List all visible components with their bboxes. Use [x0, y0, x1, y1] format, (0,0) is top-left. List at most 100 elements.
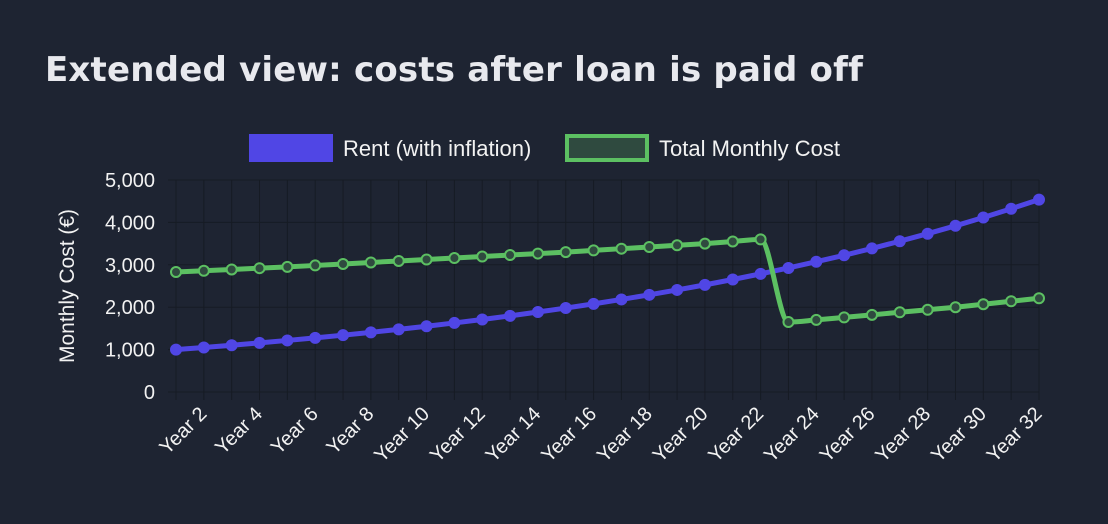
- chart-title: Extended view: costs after loan is paid …: [45, 50, 864, 90]
- x-tick-label: Year 2: [155, 403, 211, 459]
- data-point-total: [253, 262, 266, 275]
- data-point-total: [838, 311, 851, 324]
- data-point-total: [281, 260, 294, 273]
- data-point-total: [476, 250, 489, 263]
- data-point-rent: [281, 334, 294, 347]
- data-point-rent: [838, 249, 851, 262]
- data-point-total: [337, 257, 350, 270]
- data-point-total: [782, 316, 795, 329]
- y-tick-label: 4,000: [105, 212, 155, 234]
- data-point-total: [364, 256, 377, 269]
- data-point-total: [698, 237, 711, 250]
- y-tick-label: 0: [144, 382, 155, 404]
- y-tick-label: 2,000: [105, 297, 155, 319]
- data-point-rent: [559, 302, 572, 315]
- x-tick-label: Year 28: [871, 403, 935, 467]
- data-point-rent: [977, 211, 990, 224]
- data-point-total: [1033, 292, 1045, 305]
- x-tick-label: Year 22: [704, 403, 768, 467]
- y-tick-label: 5,000: [105, 170, 155, 192]
- legend-item-rent[interactable]: Rent (with inflation): [249, 134, 531, 162]
- data-point-total: [977, 298, 990, 311]
- data-point-rent: [420, 320, 433, 333]
- data-point-rent: [921, 227, 934, 240]
- y-axis-ticks: 0 1,000 2,000 3,000 4,000 5,000: [105, 170, 155, 404]
- data-point-rent: [476, 313, 489, 326]
- x-tick-label: Year 6: [267, 403, 323, 459]
- data-point-rent: [615, 293, 628, 306]
- data-point-total: [559, 246, 572, 259]
- data-point-rent: [337, 329, 350, 342]
- data-point-total: [504, 249, 517, 262]
- grid-lines: [168, 179, 1040, 400]
- data-point-total: [587, 244, 600, 257]
- data-point-rent: [671, 283, 684, 296]
- x-tick-label: Year 24: [760, 403, 824, 467]
- data-point-rent: [1033, 193, 1045, 206]
- legend-item-total[interactable]: Total Monthly Cost: [565, 134, 840, 162]
- data-point-rent: [698, 278, 711, 291]
- x-tick-label: Year 4: [211, 403, 267, 459]
- y-tick-label: 1,000: [105, 340, 155, 362]
- data-point-rent: [1005, 202, 1018, 215]
- legend-swatch-total: [565, 134, 649, 162]
- data-point-rent: [587, 297, 600, 310]
- legend-swatch-rent: [249, 134, 333, 162]
- data-point-total: [893, 306, 906, 319]
- data-point-total: [1005, 295, 1018, 308]
- x-tick-label: Year 16: [537, 403, 601, 467]
- data-point-total: [420, 253, 433, 266]
- data-point-rent: [726, 273, 739, 286]
- y-axis-title: Monthly Cost (€): [56, 209, 79, 363]
- data-point-rent: [893, 235, 906, 248]
- data-point-total: [448, 252, 461, 265]
- data-point-rent: [225, 339, 238, 352]
- data-point-total: [921, 303, 934, 316]
- data-point-rent: [865, 242, 878, 255]
- x-tick-label: Year 20: [649, 403, 713, 467]
- data-point-rent: [448, 316, 461, 329]
- data-point-total: [531, 247, 544, 260]
- data-point-total: [671, 239, 684, 252]
- data-point-rent: [643, 288, 656, 301]
- x-tick-label: Year 10: [370, 403, 434, 467]
- series-layer: [170, 193, 1045, 356]
- legend: Rent (with inflation) Total Monthly Cost: [249, 134, 840, 162]
- data-point-total: [949, 301, 962, 314]
- data-point-total: [754, 233, 767, 246]
- data-point-rent: [531, 306, 544, 319]
- x-tick-label: Year 30: [927, 403, 991, 467]
- data-point-total: [643, 240, 656, 253]
- data-point-rent: [197, 341, 210, 354]
- data-point-total: [170, 266, 182, 279]
- data-point-total: [392, 254, 405, 267]
- x-tick-label: Year 18: [593, 403, 657, 467]
- data-point-rent: [504, 309, 517, 322]
- data-point-rent: [810, 255, 823, 268]
- data-point-rent: [754, 267, 767, 280]
- data-point-rent: [782, 261, 795, 274]
- data-point-rent: [170, 343, 182, 356]
- data-point-rent: [364, 326, 377, 339]
- x-tick-label: Year 12: [426, 403, 490, 467]
- series-line-total: [173, 236, 1042, 325]
- data-point-rent: [309, 331, 322, 344]
- x-tick-label: Year 26: [816, 403, 880, 467]
- data-point-total: [810, 313, 823, 326]
- data-point-rent: [392, 323, 405, 336]
- data-point-rent: [949, 219, 962, 232]
- legend-label-total: Total Monthly Cost: [659, 136, 840, 161]
- data-point-total: [615, 242, 628, 255]
- data-point-total: [726, 235, 739, 248]
- data-point-total: [865, 308, 878, 321]
- data-point-rent: [253, 336, 266, 349]
- data-point-total: [309, 259, 322, 272]
- data-point-total: [197, 264, 210, 277]
- x-tick-label: Year 32: [983, 403, 1047, 467]
- data-point-total: [225, 263, 238, 276]
- y-tick-label: 3,000: [105, 255, 155, 277]
- legend-label-rent: Rent (with inflation): [343, 136, 531, 161]
